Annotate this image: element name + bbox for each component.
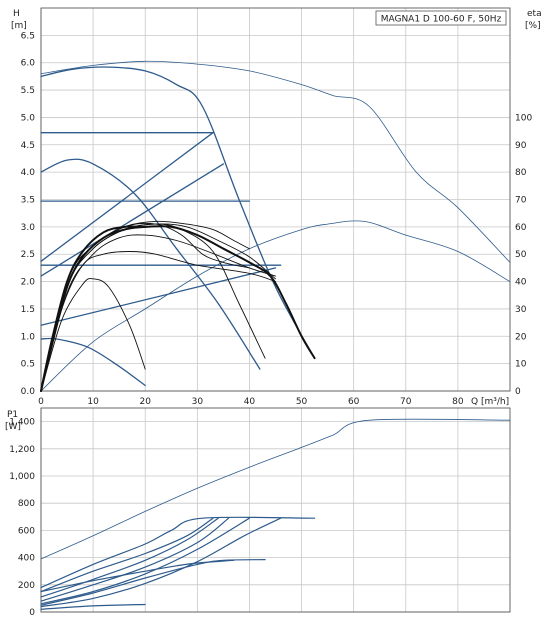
x-axis-label: Q [m³/h]: [471, 397, 509, 407]
head-efficiency-curve-2: [40, 220, 511, 392]
y-tick-label: 3.0: [21, 223, 36, 233]
lower-y-tick-label: 1,400: [9, 418, 35, 428]
head-efficiency-curve-12: [40, 251, 276, 392]
upper-plot-grid: [40, 7, 511, 392]
head-efficiency-curve-10: [40, 158, 261, 370]
lower-y-axis-label: P1: [7, 410, 18, 420]
y-tick-label: 6.5: [21, 31, 35, 41]
power-curve-3: [40, 517, 219, 598]
y2-tick-label: 10: [515, 360, 527, 370]
head-efficiency-curve-7: [40, 163, 225, 277]
y-tick-label: 0.0: [21, 387, 36, 397]
y-tick-label: 6.0: [21, 59, 36, 69]
lower-plot-frame: [40, 407, 511, 613]
y2-tick-label: 50: [515, 250, 527, 260]
x-tick-label: 50: [296, 397, 308, 407]
x-tick-label: 10: [87, 397, 99, 407]
y-tick-label: 1.5: [21, 305, 35, 315]
lower-y-tick-label: 1,000: [9, 472, 35, 482]
lower-y-axis-unit: [W]: [5, 422, 21, 432]
head-efficiency-curve-14: [40, 223, 276, 392]
head-efficiency-curve-9: [40, 337, 146, 387]
power-curve-7: [40, 559, 266, 606]
y2-tick-label: 90: [515, 141, 527, 151]
x-tick-label: 60: [348, 397, 360, 407]
lower-y-tick-label: 200: [18, 581, 35, 591]
power-curve-9: [40, 603, 146, 610]
head-efficiency-curve-6: [40, 132, 214, 262]
y-tick-label: 2.0: [21, 278, 36, 288]
y2-tick-label: 40: [515, 278, 527, 288]
y-axis-unit: [m]: [11, 21, 27, 31]
y2-tick-label: 80: [515, 168, 527, 178]
upper-plot-series: [40, 60, 511, 392]
y2-tick-label: 60: [515, 223, 527, 233]
power-curve-5: [40, 517, 250, 605]
upper-plot-tick-labels: 0 10 20 30 40 50 60 70 80 0.5 1.0 1.5 2.0 2.5 3.0 3.5 4.…: [21, 31, 533, 407]
head-efficiency-curve-1: [40, 60, 511, 263]
head-efficiency-curve-11: [40, 278, 146, 392]
chart-title-box: [375, 10, 507, 26]
x-tick-label: 20: [139, 397, 151, 407]
y2-tick-label: 30: [515, 305, 527, 315]
x-tick-label: 70: [400, 397, 412, 407]
y-tick-label: 5.5: [21, 86, 35, 96]
head-efficiency-curve-15: [40, 223, 266, 392]
y2-tick-label: 100: [515, 113, 532, 123]
power-curve-0: [40, 418, 511, 560]
lower-plot-tick-labels: 0 200 400 600 800 1,000 1,200 1,400: [9, 418, 35, 618]
x-tick-label: 0: [38, 397, 44, 407]
y-tick-label: 0.5: [21, 360, 35, 370]
power-curve-8: [40, 559, 235, 593]
x-tick-label: 80: [452, 397, 464, 407]
lower-y-tick-label: 800: [18, 499, 35, 509]
y2-axis-label: eta: [527, 9, 542, 19]
y-tick-label: 1.0: [21, 332, 36, 342]
y-tick-label: 2.5: [21, 250, 35, 260]
y-tick-label: 5.0: [21, 113, 36, 123]
head-efficiency-curve-0: [40, 66, 316, 359]
y-axis-label: H: [13, 9, 20, 19]
power-curve-4: [40, 517, 230, 602]
power-curve-1: [40, 516, 316, 589]
head-efficiency-curve-19: [40, 225, 147, 392]
lower-y-tick-label: 1,200: [9, 445, 35, 455]
y-tick-label: 4.0: [21, 168, 36, 178]
upper-plot-frame: [40, 7, 511, 392]
head-efficiency-curve-18: [40, 225, 316, 392]
y-tick-label: 3.5: [21, 196, 35, 206]
y-tick-label: 4.5: [21, 141, 35, 151]
x-tick-label: 30: [192, 397, 204, 407]
head-efficiency-curve-8: [40, 267, 277, 326]
x-tick-label: 40: [244, 397, 256, 407]
y2-tick-label: 0: [515, 387, 521, 397]
y2-tick-label: 20: [515, 332, 527, 342]
chart-title: MAGNA1 D 100-60 F, 50Hz: [381, 15, 502, 25]
lower-plot-series: [40, 418, 511, 610]
lower-plot-grid: [40, 407, 511, 613]
power-curve-6: [40, 517, 282, 608]
y2-tick-label: 70: [515, 196, 527, 206]
power-curve-2: [40, 517, 214, 593]
lower-y-tick-label: 600: [18, 526, 35, 536]
head-efficiency-curve-13: [40, 234, 276, 392]
lower-y-tick-label: 400: [18, 554, 35, 564]
y2-axis-unit: [%]: [525, 21, 541, 31]
lower-y-tick-label: 0: [29, 608, 35, 618]
